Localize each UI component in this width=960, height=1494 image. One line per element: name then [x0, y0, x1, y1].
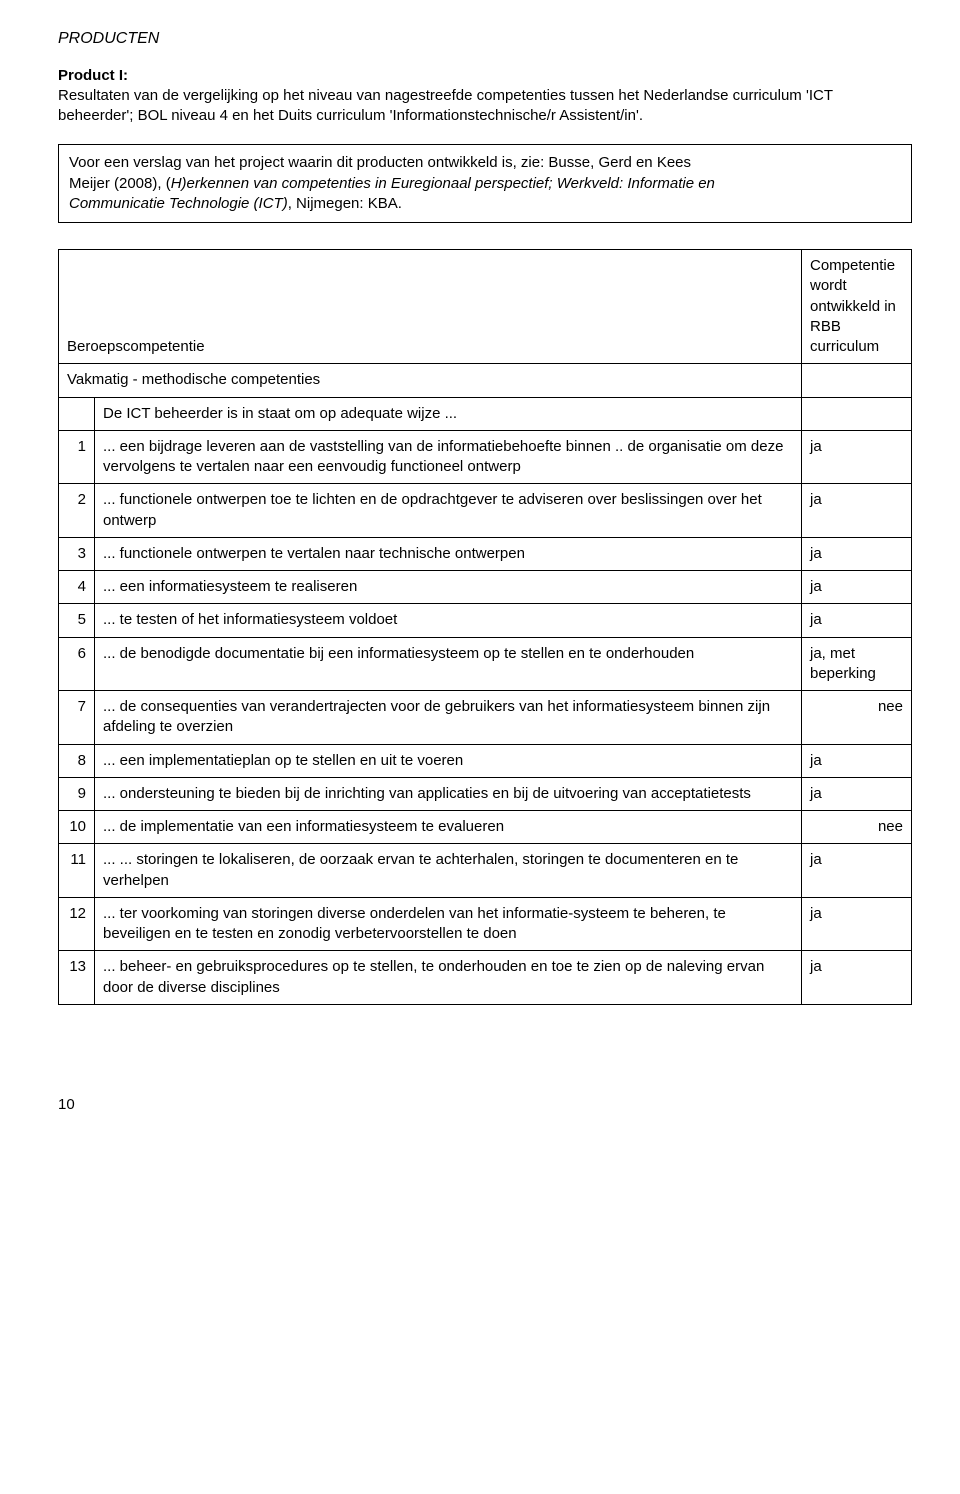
row-number: 7: [59, 691, 95, 745]
row-text: ... ter voorkoming van storingen diverse…: [95, 897, 802, 951]
intro-text-cell: De ICT beheerder is in staat om op adequ…: [95, 397, 802, 430]
row-text: ... de implementatie van een informaties…: [95, 811, 802, 844]
row-value: ja: [802, 571, 912, 604]
row-number: 6: [59, 637, 95, 691]
row-text: ... de benodigde documentatie bij een in…: [95, 637, 802, 691]
row-number: 9: [59, 777, 95, 810]
row-number: 10: [59, 811, 95, 844]
row-text: ... te testen of het informatiesysteem v…: [95, 604, 802, 637]
table-row: 2... functionele ontwerpen toe te lichte…: [59, 484, 912, 538]
row-text: ... functionele ontwerpen toe te lichten…: [95, 484, 802, 538]
intro-val-cell: [802, 397, 912, 430]
section-heading: PRODUCTEN: [58, 28, 912, 50]
subheader-empty: [802, 364, 912, 397]
table-row: 3... functionele ontwerpen te vertalen n…: [59, 537, 912, 570]
box-line-2a: Meijer (2008), (: [69, 175, 171, 192]
header-right-cell: Competentie wordt ontwikkeld in RBB curr…: [802, 250, 912, 364]
table-header-row: Beroepscompetentie Competentie wordt ont…: [59, 250, 912, 364]
row-text: ... ... storingen te lokaliseren, de oor…: [95, 844, 802, 898]
header-left-cell: Beroepscompetentie: [59, 250, 802, 364]
row-number: 1: [59, 430, 95, 484]
row-text: ... een implementatieplan op te stellen …: [95, 744, 802, 777]
row-value: ja: [802, 777, 912, 810]
row-number: 11: [59, 844, 95, 898]
row-value: ja: [802, 604, 912, 637]
row-value: ja: [802, 537, 912, 570]
row-text: ... een bijdrage leveren aan de vaststel…: [95, 430, 802, 484]
row-number: 8: [59, 744, 95, 777]
table-row: 10... de implementatie van een informati…: [59, 811, 912, 844]
box-line-2b: H)erkennen van competenties in Euregiona…: [171, 175, 715, 192]
reference-box: Voor een verslag van het project waarin …: [58, 144, 912, 223]
row-value: ja, met beperking: [802, 637, 912, 691]
box-line-1: Voor een verslag van het project waarin …: [69, 154, 691, 171]
table-row: 4... een informatiesysteem te realiseren…: [59, 571, 912, 604]
row-value: ja: [802, 897, 912, 951]
subheader-cell: Vakmatig - methodische competenties: [59, 364, 802, 397]
row-number: 4: [59, 571, 95, 604]
row-number: 3: [59, 537, 95, 570]
table-row: 6... de benodigde documentatie bij een i…: [59, 637, 912, 691]
row-number: 2: [59, 484, 95, 538]
table-row: 12... ter voorkoming van storingen diver…: [59, 897, 912, 951]
row-number: 13: [59, 951, 95, 1005]
table-row: 9... ondersteuning te bieden bij de inri…: [59, 777, 912, 810]
row-text: ... ondersteuning te bieden bij de inric…: [95, 777, 802, 810]
product-title: Product I:: [58, 66, 912, 86]
table-subheader-row: Vakmatig - methodische competenties: [59, 364, 912, 397]
row-value: nee: [802, 811, 912, 844]
row-value: ja: [802, 484, 912, 538]
row-value: ja: [802, 844, 912, 898]
table-row: 1... een bijdrage leveren aan de vastste…: [59, 430, 912, 484]
table-intro-row: De ICT beheerder is in staat om op adequ…: [59, 397, 912, 430]
box-line-3b: , Nijmegen: KBA.: [288, 195, 402, 212]
row-text: ... beheer- en gebruiksprocedures op te …: [95, 951, 802, 1005]
row-value: nee: [802, 691, 912, 745]
box-line-3a: Communicatie Technologie (ICT): [69, 195, 288, 212]
row-text: ... de consequenties van verandertraject…: [95, 691, 802, 745]
row-value: ja: [802, 430, 912, 484]
table-row: 5... te testen of het informatiesysteem …: [59, 604, 912, 637]
page-number: 10: [58, 1095, 912, 1115]
intro-num-cell: [59, 397, 95, 430]
row-text: ... een informatiesysteem te realiseren: [95, 571, 802, 604]
table-row: 13... beheer- en gebruiksprocedures op t…: [59, 951, 912, 1005]
row-value: ja: [802, 951, 912, 1005]
row-value: ja: [802, 744, 912, 777]
table-row: 7... de consequenties van verandertrajec…: [59, 691, 912, 745]
row-number: 5: [59, 604, 95, 637]
table-row: 8... een implementatieplan op te stellen…: [59, 744, 912, 777]
product-description: Resultaten van de vergelijking op het ni…: [58, 86, 912, 127]
row-number: 12: [59, 897, 95, 951]
row-text: ... functionele ontwerpen te vertalen na…: [95, 537, 802, 570]
table-row: 11... ... storingen te lokaliseren, de o…: [59, 844, 912, 898]
competency-table: Beroepscompetentie Competentie wordt ont…: [58, 249, 912, 1005]
